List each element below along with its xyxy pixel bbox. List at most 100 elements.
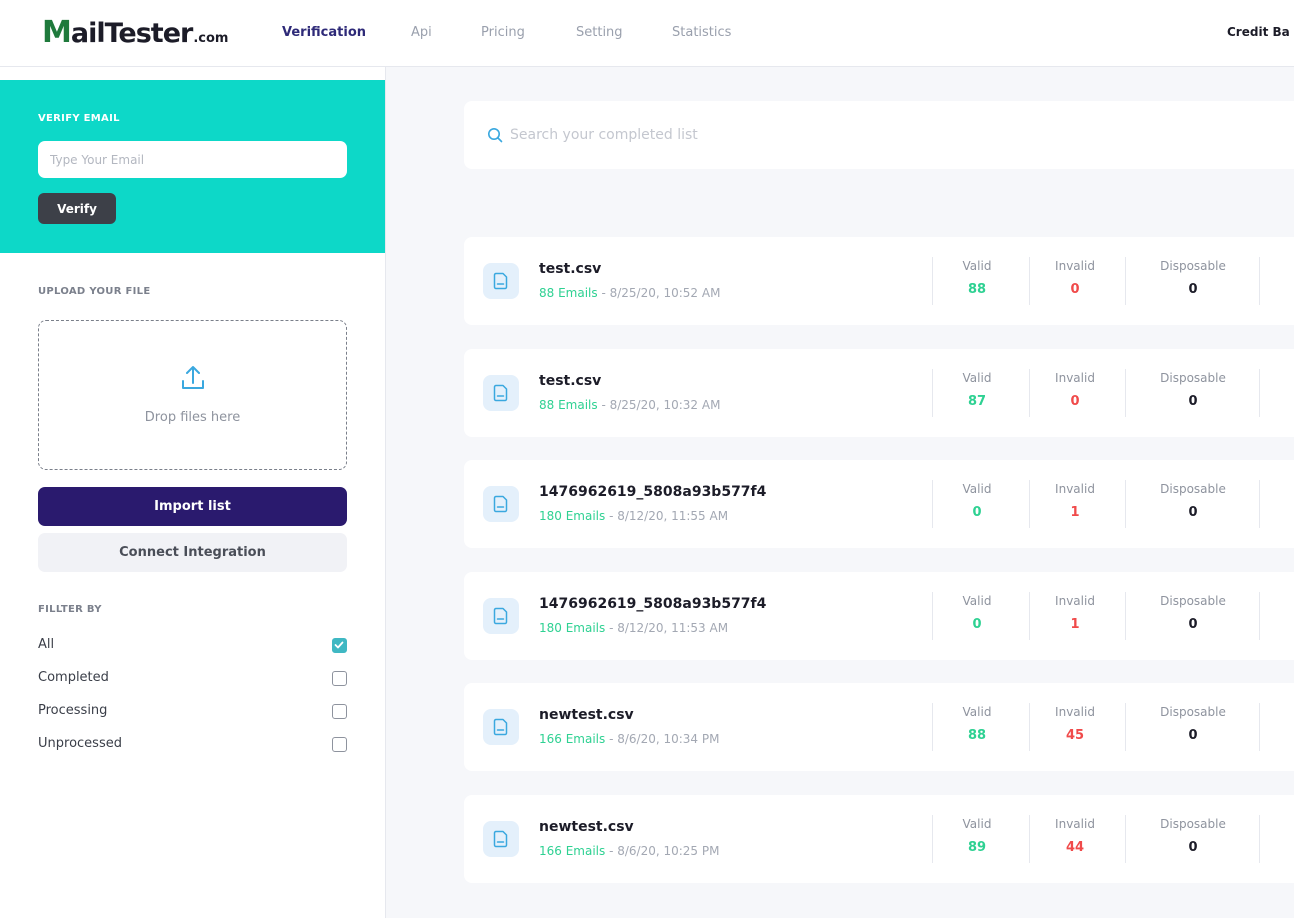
stat-disposable-label: Disposable [1160, 259, 1226, 273]
list-file-name: newtest.csv [539, 707, 634, 723]
connect-integration-button[interactable]: Connect Integration [38, 533, 347, 572]
list-file-name: 1476962619_5808a93b577f4 [539, 484, 767, 500]
list-file-name: test.csv [539, 261, 602, 277]
filter-unprocessed-checkbox[interactable] [332, 737, 347, 752]
list-card[interactable]: 1476962619_5808a93b577f4 180 Emails - 8/… [464, 572, 1294, 660]
list-card[interactable]: 1476962619_5808a93b577f4 180 Emails - 8/… [464, 460, 1294, 548]
list-card[interactable]: newtest.csv 166 Emails - 8/6/20, 10:25 P… [464, 795, 1294, 883]
filter-option-label: Completed [38, 670, 109, 685]
stat-invalid-value: 0 [1070, 282, 1080, 297]
stat-divider [1125, 480, 1126, 528]
stat-disposable-value: 0 [1188, 505, 1198, 520]
nav-verification[interactable]: Verification [282, 25, 367, 40]
filter-all-checkbox[interactable] [332, 638, 347, 653]
stat-divider [1125, 703, 1126, 751]
stat-invalid-value: 44 [1065, 840, 1085, 855]
filter-by-label: FILLTER BY [38, 604, 102, 615]
stat-valid-value: 88 [967, 728, 987, 743]
stat-divider [932, 257, 933, 305]
stat-valid-value: 88 [967, 282, 987, 297]
list-file-name: test.csv [539, 373, 602, 389]
check-icon [334, 641, 344, 649]
stat-divider [1029, 815, 1030, 863]
nav-api[interactable]: Api [411, 25, 432, 40]
search-input[interactable] [510, 119, 1210, 151]
filter-option-label: Processing [38, 703, 108, 718]
list-file-name: 1476962619_5808a93b577f4 [539, 596, 767, 612]
email-input[interactable] [38, 141, 347, 178]
nav-statistics[interactable]: Statistics [672, 25, 732, 40]
stat-valid-value: 0 [972, 505, 982, 520]
filter-processing-checkbox[interactable] [332, 704, 347, 719]
stat-disposable-label: Disposable [1160, 817, 1226, 831]
filter-option-completed[interactable]: Completed [38, 668, 347, 688]
nav-setting[interactable]: Setting [576, 25, 623, 40]
filter-option-label: Unprocessed [38, 736, 122, 751]
stat-divider [932, 592, 933, 640]
list-date: - 8/25/20, 10:52 AM [597, 286, 721, 300]
file-icon [493, 718, 508, 736]
list-card[interactable]: test.csv 88 Emails - 8/25/20, 10:52 AM V… [464, 237, 1294, 325]
stat-invalid: Invalid 1 [1029, 594, 1121, 632]
filter-option-unprocessed[interactable]: Unprocessed [38, 734, 347, 754]
list-card[interactable]: newtest.csv 166 Emails - 8/6/20, 10:34 P… [464, 683, 1294, 771]
stat-invalid-value: 1 [1070, 505, 1080, 520]
stat-disposable: Disposable 0 [1147, 259, 1239, 297]
stat-invalid-label: Invalid [1055, 371, 1095, 385]
import-list-button[interactable]: Import list [38, 487, 347, 526]
list-date: - 8/6/20, 10:34 PM [605, 732, 720, 746]
stat-valid: Valid 0 [932, 594, 1022, 632]
upload-file-label: UPLOAD YOUR FILE [38, 286, 151, 297]
stat-disposable-label: Disposable [1160, 371, 1226, 385]
stat-divider [1259, 815, 1260, 863]
file-icon [493, 272, 508, 290]
stat-valid: Valid 0 [932, 482, 1022, 520]
file-icon [493, 495, 508, 513]
list-card[interactable]: test.csv 88 Emails - 8/25/20, 10:32 AM V… [464, 349, 1294, 437]
stat-invalid-value: 0 [1070, 394, 1080, 409]
stat-invalid-label: Invalid [1055, 482, 1095, 496]
file-icon-tile [483, 263, 519, 299]
stat-valid-label: Valid [962, 705, 992, 719]
stat-invalid-value: 45 [1065, 728, 1085, 743]
list-email-count: 88 Emails [539, 286, 598, 300]
stat-invalid-label: Invalid [1055, 705, 1095, 719]
stat-disposable: Disposable 0 [1147, 371, 1239, 409]
logo-m: M [42, 15, 72, 50]
file-icon-tile [483, 598, 519, 634]
stat-valid-value: 0 [972, 617, 982, 632]
stat-disposable-label: Disposable [1160, 482, 1226, 496]
stat-invalid: Invalid 45 [1029, 705, 1121, 743]
list-date: - 8/12/20, 11:55 AM [605, 509, 729, 523]
stat-disposable-value: 0 [1188, 394, 1198, 409]
filter-completed-checkbox[interactable] [332, 671, 347, 686]
stat-valid-label: Valid [962, 259, 992, 273]
stat-divider [1259, 369, 1260, 417]
filter-option-processing[interactable]: Processing [38, 701, 347, 721]
stat-valid-value: 89 [967, 840, 987, 855]
search-icon [488, 128, 503, 143]
credit-balance[interactable]: Credit Ba [1227, 25, 1290, 39]
list-date: - 8/12/20, 11:53 AM [605, 621, 729, 635]
list-file-name: newtest.csv [539, 819, 634, 835]
filter-option-all[interactable]: All [38, 635, 347, 655]
file-icon [493, 384, 508, 402]
file-icon-tile [483, 709, 519, 745]
stat-invalid: Invalid 0 [1029, 259, 1121, 297]
stat-invalid: Invalid 44 [1029, 817, 1121, 855]
search-bar[interactable] [464, 101, 1294, 169]
nav-pricing[interactable]: Pricing [481, 25, 525, 40]
list-file-meta: 88 Emails - 8/25/20, 10:52 AM [539, 286, 720, 300]
verify-button[interactable]: Verify [38, 193, 116, 224]
stat-divider [1259, 480, 1260, 528]
stat-disposable: Disposable 0 [1147, 482, 1239, 520]
stat-valid: Valid 88 [932, 705, 1022, 743]
file-icon [493, 830, 508, 848]
stat-divider [1125, 257, 1126, 305]
file-dropzone[interactable]: Drop files here [38, 320, 347, 470]
stat-divider [1029, 592, 1030, 640]
stat-valid: Valid 89 [932, 817, 1022, 855]
stat-valid: Valid 87 [932, 371, 1022, 409]
stat-divider [1125, 369, 1126, 417]
